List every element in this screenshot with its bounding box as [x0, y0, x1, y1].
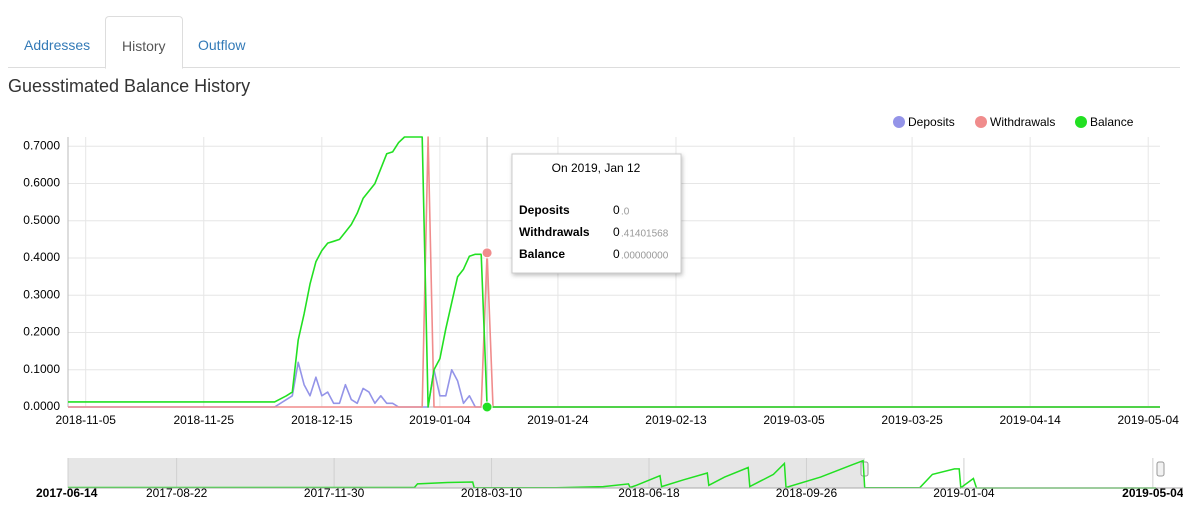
legend-marker [893, 116, 905, 128]
tooltip-label: Withdrawals [519, 225, 590, 239]
navigator-tick-label: 2017-08-22 [146, 486, 208, 500]
series-line [68, 136, 1160, 408]
y-tick-label: 0.7000 [23, 138, 60, 152]
y-tick-label: 0.5000 [23, 213, 60, 227]
x-tick-label: 2019-01-24 [527, 413, 589, 427]
navigator-tick-label: 2018-03-10 [461, 486, 523, 500]
tooltip-int: 0 [613, 247, 620, 261]
y-tick-label: 0.0000 [23, 399, 60, 413]
series-line [68, 361, 1160, 408]
legend-marker [975, 116, 987, 128]
series-line [68, 136, 1160, 408]
legend-label: Balance [1090, 115, 1134, 129]
legend-label: Withdrawals [990, 115, 1055, 129]
tooltip-frac: .41401568 [621, 229, 669, 240]
y-tick-label: 0.1000 [23, 362, 60, 376]
hover-point [481, 247, 493, 259]
tooltip-int: 0 [613, 225, 620, 239]
navigator-tick-label: 2019-05-04 [1122, 486, 1183, 500]
tooltip-label: Deposits [519, 203, 570, 217]
x-tick-label: 2019-05-04 [1117, 413, 1179, 427]
y-tick-label: 0.4000 [23, 250, 60, 264]
tooltip-int: 0 [613, 203, 620, 217]
hover-point [481, 401, 493, 413]
tooltip-frac: .0 [621, 207, 630, 218]
x-tick-label: 2019-03-25 [881, 413, 943, 427]
y-tick-label: 0.3000 [23, 287, 60, 301]
navigator-tick-label: 2018-09-26 [776, 486, 838, 500]
tab[interactable]: History [105, 16, 183, 69]
x-tick-label: 2018-12-15 [291, 413, 353, 427]
tooltip-frac: .00000000 [621, 251, 669, 262]
tooltip-title: On 2019, Jan 12 [552, 161, 641, 175]
navigator-handle[interactable] [1156, 461, 1165, 477]
x-tick-label: 2019-02-13 [645, 413, 707, 427]
navigator-tick-label: 2017-06-14 [36, 486, 98, 500]
navigator-tick-label: 2019-01-04 [933, 486, 995, 500]
navigator-window[interactable] [68, 458, 865, 488]
heading: Guesstimated Balance History [8, 76, 251, 96]
navigator-tick-label: 2018-06-18 [618, 486, 680, 500]
x-tick-label: 2018-11-25 [174, 413, 235, 427]
x-tick-label: 2018-11-05 [55, 413, 116, 427]
x-tick-label: 2019-01-04 [409, 413, 471, 427]
legend-marker [1075, 116, 1087, 128]
y-tick-label: 0.2000 [23, 325, 60, 339]
tab-bar: Addresses History Outflow [8, 16, 1180, 69]
tooltip-label: Balance [519, 247, 565, 261]
legend-label: Deposits [908, 115, 955, 129]
y-tick-label: 0.6000 [23, 176, 60, 190]
tab[interactable]: Outflow [198, 37, 246, 53]
tab[interactable]: Addresses [24, 37, 91, 53]
tooltip-box [511, 153, 682, 274]
x-tick-label: 2019-03-05 [763, 413, 825, 427]
x-tick-label: 2019-04-14 [999, 413, 1061, 427]
navigator-tick-label: 2017-11-30 [304, 486, 365, 500]
